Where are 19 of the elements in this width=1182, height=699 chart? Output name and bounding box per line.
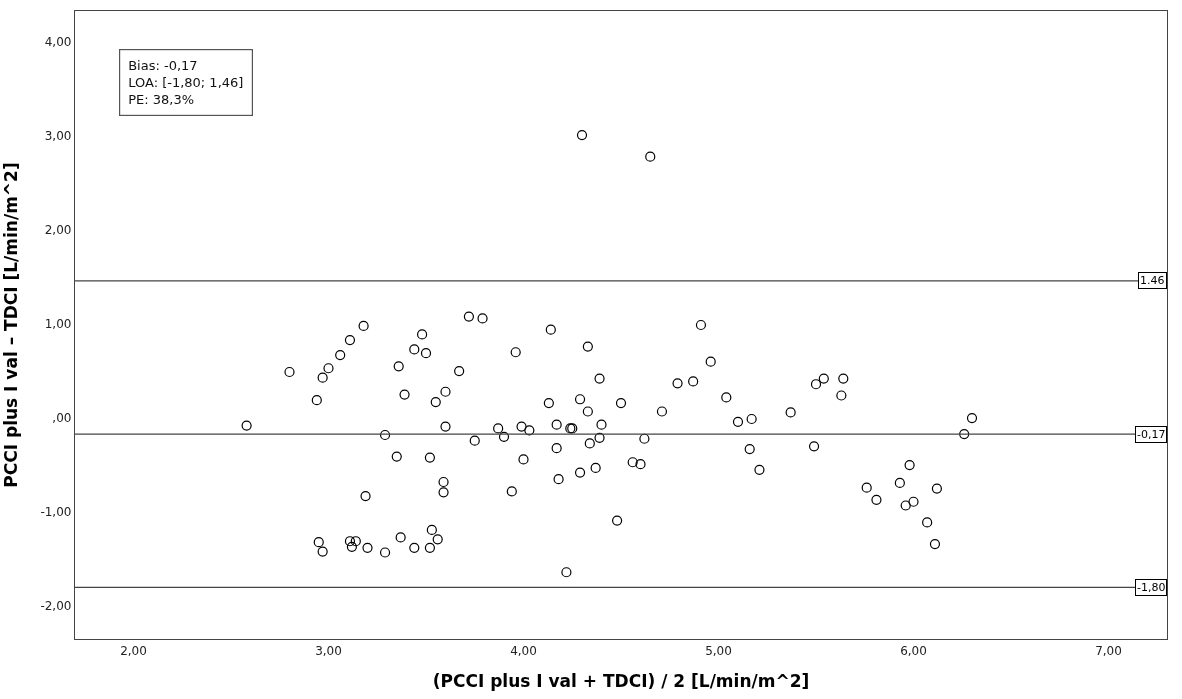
x-tick-label: 4,00: [510, 643, 537, 658]
y-tick-label: 3,00: [44, 129, 72, 144]
y-tick-label: -1,00: [40, 505, 72, 520]
x-tick-label: 7,00: [1095, 643, 1122, 658]
annotation: Bias: -0,17 LOA: [-1,80; 1,46] PE: 38,3%: [128, 58, 244, 107]
ref-line-label: -1,80: [1137, 581, 1166, 594]
y-tick-label: 1,00: [44, 317, 72, 332]
y-axis-title: PCCI plus I val – TDCI [L/min/m^2]: [0, 162, 21, 488]
y-tick-label: -2,00: [40, 599, 72, 614]
y-tick-label: 4,00: [44, 35, 72, 50]
x-tick-label: 5,00: [705, 643, 732, 658]
x-tick-label: 2,00: [120, 643, 147, 658]
x-tick-label: 6,00: [900, 643, 927, 658]
y-tick-label: ,00: [52, 411, 72, 426]
ref-line-label: -0,17: [1137, 428, 1166, 441]
x-tick-label: 3,00: [315, 643, 342, 658]
y-tick-label: 2,00: [44, 223, 72, 238]
ref-line-label: 1.46: [1140, 274, 1165, 287]
x-axis-title: (PCCI plus I val + TDCI) / 2 [L/min/m^2]: [432, 670, 810, 691]
